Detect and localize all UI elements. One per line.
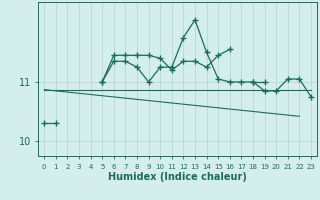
X-axis label: Humidex (Indice chaleur): Humidex (Indice chaleur) — [108, 172, 247, 182]
